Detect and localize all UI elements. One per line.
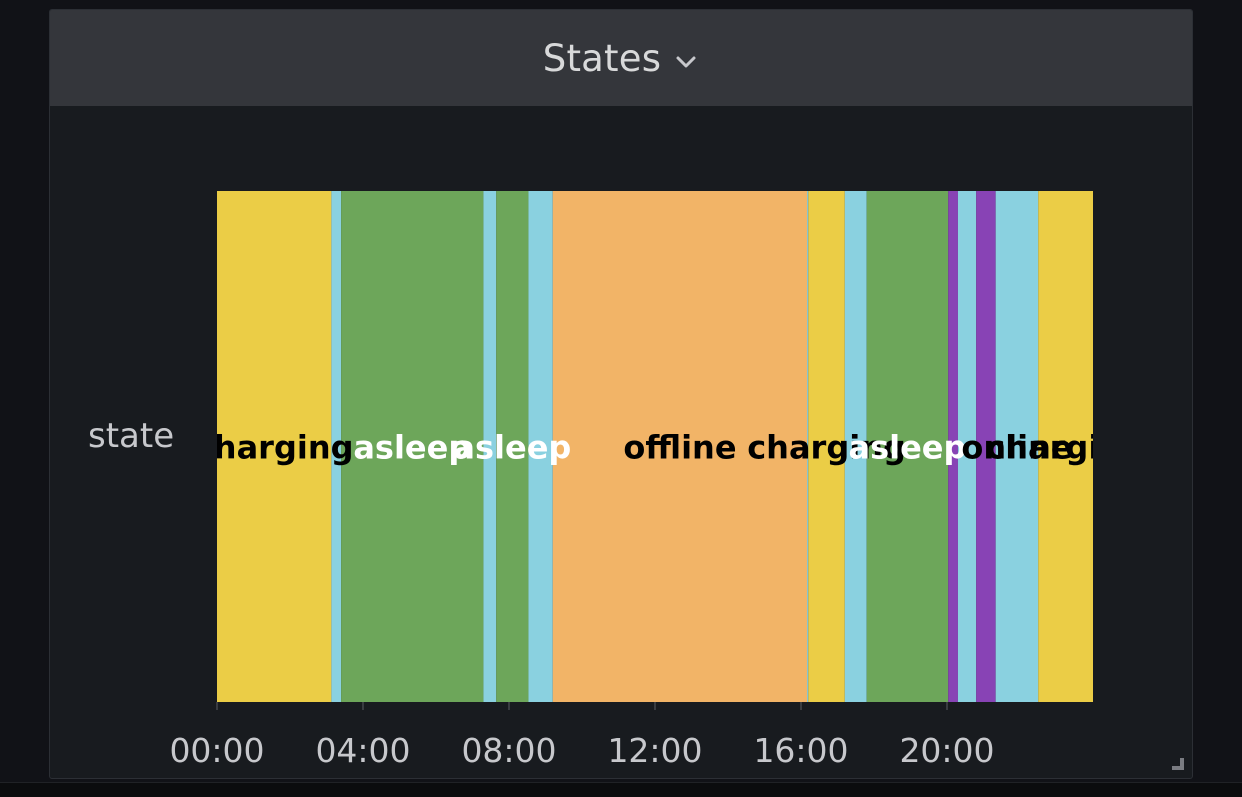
state-segment-online[interactable] xyxy=(957,191,977,702)
state-segment-offline[interactable] xyxy=(552,191,808,702)
state-segment-asleep[interactable] xyxy=(341,191,484,702)
state-label: asleep xyxy=(848,429,966,467)
window-bottom-strip xyxy=(0,782,1242,797)
state-label: charging xyxy=(195,429,354,467)
chevron-down-icon[interactable] xyxy=(673,49,699,75)
state-segment-online[interactable] xyxy=(483,191,497,702)
state-segment-online[interactable] xyxy=(807,191,809,702)
x-tick-label: 04:00 xyxy=(315,731,410,770)
state-label: asleep xyxy=(453,429,571,467)
state-segment-charging[interactable] xyxy=(217,191,332,702)
state-segment-driving[interactable] xyxy=(976,191,996,702)
x-tick-label: 20:00 xyxy=(899,731,994,770)
x-tick-label: 12:00 xyxy=(607,731,702,770)
x-tick-label: 00:00 xyxy=(169,731,264,770)
state-segment-asleep[interactable] xyxy=(496,191,529,702)
state-segment-charging[interactable] xyxy=(808,191,845,702)
state-segment-charging[interactable] xyxy=(1038,191,1093,702)
state-label: charging xyxy=(986,429,1145,467)
resize-handle-icon[interactable] xyxy=(1170,756,1186,772)
state-label: charging xyxy=(747,429,906,467)
x-tick-label: 16:00 xyxy=(753,731,848,770)
state-segment-driving[interactable] xyxy=(948,191,958,702)
state-label: online xyxy=(961,429,1072,467)
state-label: asleep xyxy=(353,429,471,467)
state-segment-online[interactable] xyxy=(844,191,867,702)
state-label: offline xyxy=(623,429,736,467)
chart-area: state charging asleep asleep offline chargin… xyxy=(50,106,1192,778)
row-label-state: state xyxy=(88,416,175,456)
x-tick-label: 08:00 xyxy=(461,731,556,770)
state-segment-online[interactable] xyxy=(331,191,342,702)
panel-title[interactable]: States xyxy=(542,36,662,80)
state-segment-asleep[interactable] xyxy=(866,191,949,702)
state-timeline-panel: States state charging asleep asleep offline… xyxy=(49,9,1193,779)
panel-header[interactable]: States xyxy=(50,10,1192,106)
state-segment-online[interactable] xyxy=(995,191,1039,702)
state-segment-online[interactable] xyxy=(528,191,553,702)
